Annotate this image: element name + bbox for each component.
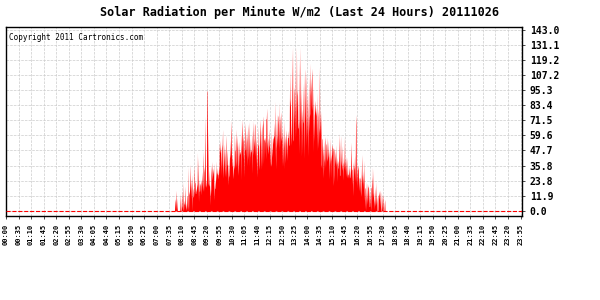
Text: Solar Radiation per Minute W/m2 (Last 24 Hours) 20111026: Solar Radiation per Minute W/m2 (Last 24… <box>101 6 499 19</box>
Text: Copyright 2011 Cartronics.com: Copyright 2011 Cartronics.com <box>8 33 143 42</box>
